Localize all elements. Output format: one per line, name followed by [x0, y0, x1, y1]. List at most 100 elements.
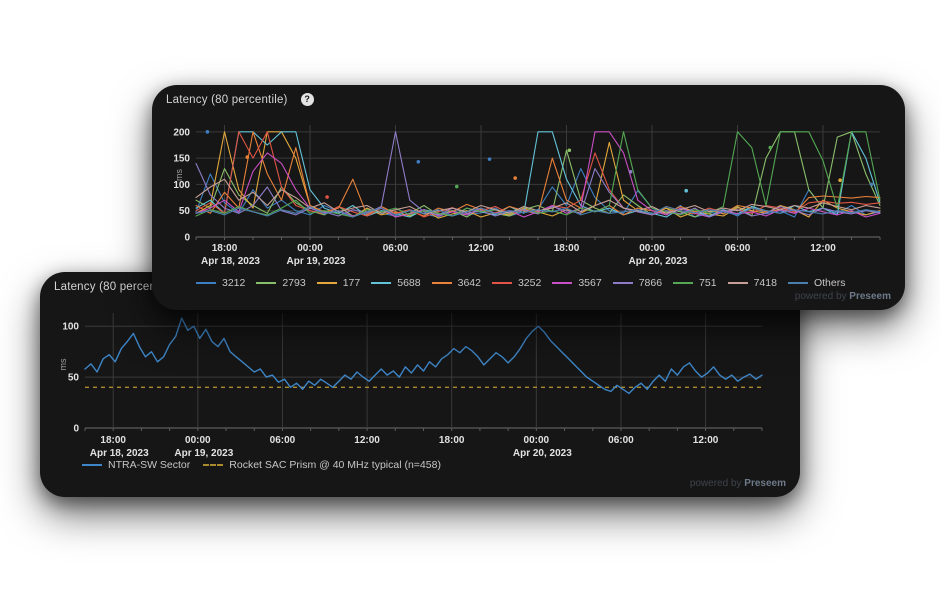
powered-by-brand: Preseem: [849, 291, 891, 302]
legend-item[interactable]: 3567: [552, 277, 601, 289]
page-background: Latency (80 percentile) ? 0 50 100 18:00 Apr…: [0, 0, 940, 600]
data-point-marker: [206, 130, 210, 134]
legend-swatch-line: [552, 282, 572, 284]
panel-title: Latency (80 percentile): [166, 94, 288, 106]
legend-label: 5688: [397, 277, 420, 289]
data-point-marker: [417, 160, 421, 164]
axis-labels: 0 50 100 18:00 Apr 18, 2023 00:00 Apr 19, 2023…: [62, 322, 718, 459]
y-axis-unit: ms: [174, 169, 184, 181]
legend-label: Rocket SAC Prism @ 40 MHz typical (n=458…: [229, 459, 441, 471]
legend-label: 2793: [282, 277, 305, 289]
data-point-marker: [325, 195, 329, 199]
data-point-marker: [513, 176, 517, 180]
x-date-label: Apr 20, 2023: [629, 256, 688, 267]
legend-swatch-line: [317, 282, 337, 284]
data-point-marker: [455, 185, 459, 189]
legend-label: Others: [814, 277, 846, 289]
x-tick-label: 06:00: [383, 243, 409, 254]
legend-item[interactable]: Others: [788, 277, 846, 289]
x-date-label: Apr 18, 2023: [201, 256, 260, 267]
legend-item[interactable]: NTRA-SW Sector: [82, 459, 190, 471]
legend-label: 3642: [458, 277, 481, 289]
y-tick-label: 100: [62, 322, 79, 333]
legend-item[interactable]: 5688: [371, 277, 420, 289]
x-date-label: Apr 19, 2023: [174, 448, 233, 459]
x-tick-label: 12:00: [693, 435, 719, 446]
legend-swatch-line: [613, 282, 633, 284]
x-tick-label: 12:00: [810, 243, 836, 254]
data-point-marker: [870, 183, 874, 187]
x-tick-label: 00:00: [639, 243, 665, 254]
legend-swatch-line: [673, 282, 693, 284]
data-point-marker: [488, 157, 492, 161]
x-tick-label: 00:00: [524, 435, 550, 446]
help-icon[interactable]: ?: [301, 93, 314, 106]
powered-by-brand: Preseem: [744, 478, 786, 489]
legend-label: 3212: [222, 277, 245, 289]
x-tick-label: 18:00: [554, 243, 580, 254]
legend-swatch-line: [196, 282, 216, 284]
legend-label: 7418: [754, 277, 777, 289]
legend-item[interactable]: 3212: [196, 277, 245, 289]
legend-swatch-line: [256, 282, 276, 284]
series-lines: [196, 132, 880, 218]
legend-item[interactable]: 2793: [256, 277, 305, 289]
x-tick-label: 00:00: [297, 243, 323, 254]
legend-item[interactable]: 7866: [613, 277, 662, 289]
x-tick-label: 12:00: [468, 243, 494, 254]
x-date-label: Apr 20, 2023: [513, 448, 572, 459]
legend-item[interactable]: Rocket SAC Prism @ 40 MHz typical (n=458…: [203, 459, 441, 471]
chart-legend: NTRA-SW Sector Rocket SAC Prism @ 40 MHz …: [82, 459, 441, 471]
series-lines: [85, 318, 762, 393]
powered-by-prefix: powered by: [690, 478, 742, 489]
legend-swatch-line: [82, 464, 102, 466]
legend-item[interactable]: 177: [317, 277, 361, 289]
x-tick-label: 18:00: [100, 435, 126, 446]
powered-by-prefix: powered by: [795, 291, 847, 302]
data-point-marker: [568, 148, 572, 152]
y-tick-label: 150: [173, 154, 190, 165]
data-point-marker: [246, 155, 250, 159]
data-point-marker: [768, 146, 772, 150]
y-axis-unit: ms: [58, 358, 68, 370]
gridlines: [85, 313, 762, 431]
legend-swatch-line: [728, 282, 748, 284]
x-tick-label: 06:00: [725, 243, 751, 254]
data-point-marker: [838, 178, 842, 182]
data-point-marker: [629, 170, 633, 174]
y-tick-label: 50: [68, 373, 80, 384]
legend-label: 3567: [578, 277, 601, 289]
legend-swatch-line: [371, 282, 391, 284]
x-tick-label: 18:00: [212, 243, 238, 254]
x-tick-label: 06:00: [270, 435, 296, 446]
legend-label: 751: [699, 277, 717, 289]
powered-by: powered by Preseem: [690, 478, 786, 489]
legend-label: 3252: [518, 277, 541, 289]
x-date-label: Apr 18, 2023: [90, 448, 149, 459]
legend-item[interactable]: 751: [673, 277, 717, 289]
legend-label: 7866: [639, 277, 662, 289]
x-tick-label: 12:00: [354, 435, 380, 446]
legend-swatch-line: [432, 282, 452, 284]
axis-labels: 05010015020018:00Apr 18, 202300:00Apr 19…: [173, 127, 836, 267]
chart-legend: 3212 2793 177 5688 3642 3252 3567 7866 751 7418 Ot…: [196, 277, 845, 289]
legend-label: NTRA-SW Sector: [108, 459, 190, 471]
x-tick-label: 00:00: [185, 435, 211, 446]
powered-by: powered by Preseem: [795, 291, 891, 302]
legend-item[interactable]: 3642: [432, 277, 481, 289]
legend-swatch-line: [492, 282, 512, 284]
multi-latency-panel: Latency (80 percentile) ? 05010015020018…: [152, 85, 905, 310]
series-line-NTRA-SW Sector: [85, 318, 762, 393]
legend-item[interactable]: 3252: [492, 277, 541, 289]
y-tick-label: 200: [173, 127, 190, 138]
panel-header: Latency (80 percentile) ?: [166, 93, 314, 106]
y-tick-label: 0: [184, 233, 190, 244]
x-tick-label: 06:00: [608, 435, 634, 446]
x-date-label: Apr 19, 2023: [287, 256, 346, 267]
y-tick-label: 50: [179, 206, 191, 217]
legend-swatch-dashed: [203, 464, 223, 466]
legend-item[interactable]: 7418: [728, 277, 777, 289]
legend-swatch-line: [788, 282, 808, 284]
data-point-marker: [684, 189, 688, 193]
y-tick-label: 0: [73, 424, 79, 435]
